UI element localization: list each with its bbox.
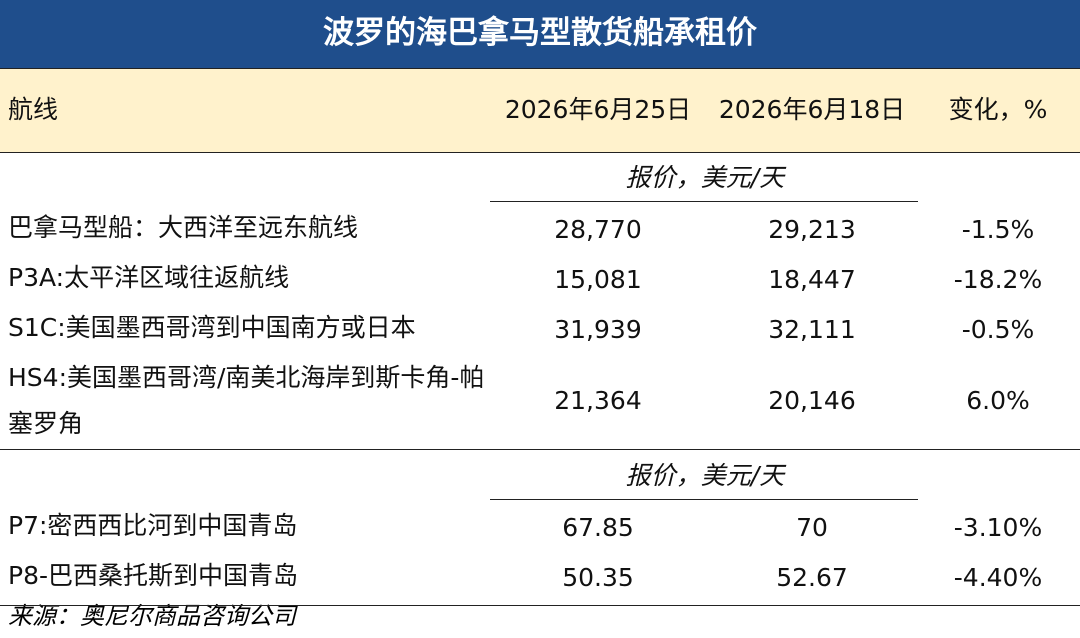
value-cell: -3.10% [953, 513, 1043, 542]
row-label: HS4:美国墨西哥湾/南美北海岸到斯卡角-帕塞罗角 [8, 363, 485, 438]
rule [0, 449, 1080, 450]
value-cell: 32,111 [768, 315, 856, 344]
value-cell: 6.0% [966, 386, 1030, 415]
value-cell: 67.85 [562, 513, 634, 542]
value-cell: 70 [796, 513, 828, 542]
value-cell: 21,364 [554, 386, 642, 415]
header-row [0, 68, 1080, 152]
value-cell: -18.2% [953, 265, 1043, 294]
value-cell: 15,081 [554, 265, 642, 294]
value-cell: 28,770 [554, 215, 642, 244]
header-cell: 2026年6月25日 [504, 95, 692, 124]
row-label: S1C:美国墨西哥湾到中国南方或日本 [8, 313, 416, 342]
rule [0, 152, 1080, 153]
value-cell: 18,447 [768, 265, 856, 294]
row-label: P3A:太平洋区域往返航线 [8, 263, 290, 292]
rule [0, 68, 1080, 69]
value-cell: -1.5% [961, 215, 1035, 244]
table-title: 波罗的海巴拿马型散货船承租价 [0, 0, 1080, 68]
value-cell: 29,213 [768, 215, 856, 244]
value-cell: 50.35 [562, 563, 634, 592]
rule [0, 605, 1080, 606]
unit-label: 报价，美元/天 [625, 163, 785, 192]
rule [490, 201, 918, 202]
value-cell: 52.67 [776, 563, 848, 592]
value-cell: 31,939 [554, 315, 642, 344]
row-label: P8-巴西桑托斯到中国青岛 [8, 561, 299, 590]
value-cell: -4.40% [953, 563, 1043, 592]
row-label: 巴拿马型船：大西洋至远东航线 [8, 213, 359, 242]
header-cell: 变化，% [948, 95, 1048, 124]
rule [490, 499, 918, 500]
header-cell: 2026年6月18日 [718, 95, 906, 124]
unit-label: 报价，美元/天 [625, 461, 785, 490]
row-label: P7:密西西比河到中国青岛 [8, 511, 298, 540]
source-note: 来源：奥尼尔商品咨询公司 [8, 602, 296, 630]
header-cell: 航线 [8, 95, 59, 124]
value-cell: 20,146 [768, 386, 856, 415]
value-cell: -0.5% [961, 315, 1035, 344]
